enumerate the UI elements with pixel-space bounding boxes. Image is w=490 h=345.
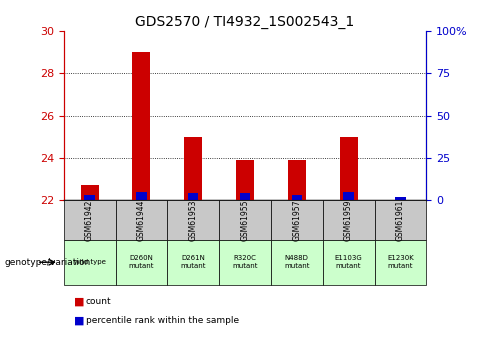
Text: ■: ■ xyxy=(74,297,84,307)
Bar xyxy=(132,52,150,200)
Bar xyxy=(340,137,358,200)
Bar xyxy=(288,160,306,200)
Text: percentile rank within the sample: percentile rank within the sample xyxy=(86,316,239,325)
Text: GSM61942: GSM61942 xyxy=(85,199,94,240)
Text: wild type: wild type xyxy=(74,259,105,265)
Text: count: count xyxy=(86,297,111,306)
Text: E1103G
mutant: E1103G mutant xyxy=(335,255,363,269)
Text: GSM61953: GSM61953 xyxy=(189,199,197,241)
Text: genotype/variation: genotype/variation xyxy=(5,258,91,267)
Bar xyxy=(395,197,406,200)
Bar xyxy=(236,160,254,200)
Bar xyxy=(84,195,95,200)
Title: GDS2570 / TI4932_1S002543_1: GDS2570 / TI4932_1S002543_1 xyxy=(135,14,355,29)
Bar xyxy=(136,192,147,200)
Bar xyxy=(184,137,202,200)
Bar xyxy=(240,193,250,200)
Bar xyxy=(292,195,302,200)
Text: N488D
mutant: N488D mutant xyxy=(284,255,310,269)
Bar xyxy=(343,192,354,200)
Text: GSM61957: GSM61957 xyxy=(293,199,301,241)
Text: R320C
mutant: R320C mutant xyxy=(232,255,258,269)
Text: D260N
mutant: D260N mutant xyxy=(129,255,154,269)
Bar xyxy=(80,185,98,200)
Text: GSM61955: GSM61955 xyxy=(241,199,249,241)
Text: GSM61961: GSM61961 xyxy=(396,199,405,240)
Text: ■: ■ xyxy=(74,316,84,326)
Bar xyxy=(188,193,198,200)
Text: GSM61944: GSM61944 xyxy=(137,199,146,241)
Text: E1230K
mutant: E1230K mutant xyxy=(387,255,414,269)
Text: GSM61959: GSM61959 xyxy=(344,199,353,241)
Text: D261N
mutant: D261N mutant xyxy=(180,255,206,269)
